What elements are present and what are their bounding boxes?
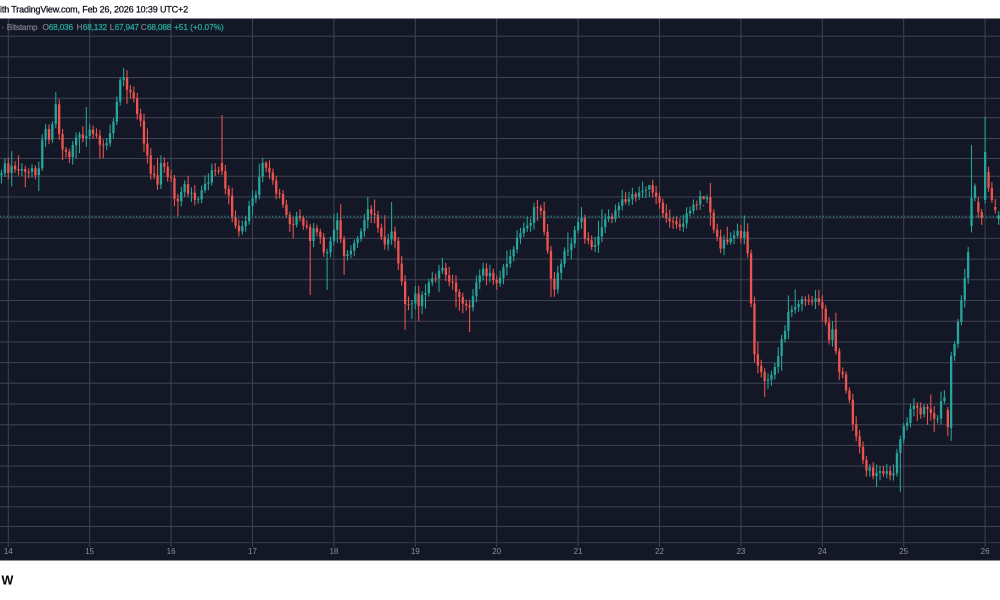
- svg-text:23: 23: [736, 547, 745, 556]
- svg-text:H: H: [77, 22, 83, 32]
- svg-text:L: L: [110, 22, 115, 32]
- svg-text:14: 14: [4, 547, 13, 556]
- svg-text:+51 (+0.07%): +51 (+0.07%): [174, 22, 224, 32]
- svg-text:16: 16: [167, 547, 176, 556]
- svg-text:15: 15: [85, 547, 94, 556]
- svg-text:25: 25: [899, 547, 908, 556]
- svg-text:18: 18: [329, 547, 338, 556]
- svg-text:·: ·: [2, 22, 5, 32]
- svg-text:Bitstamp: Bitstamp: [7, 22, 38, 32]
- svg-text:68,036: 68,036: [49, 22, 74, 32]
- svg-text:20: 20: [492, 547, 501, 556]
- svg-text:68,132: 68,132: [83, 22, 108, 32]
- svg-text:67,947: 67,947: [115, 22, 140, 32]
- svg-text:26: 26: [981, 547, 990, 556]
- svg-text:22: 22: [655, 547, 664, 556]
- svg-text:68,088: 68,088: [147, 22, 172, 32]
- svg-text:O: O: [43, 22, 50, 32]
- svg-text:19: 19: [411, 547, 420, 556]
- svg-text:24: 24: [818, 547, 827, 556]
- svg-text:W: W: [2, 574, 14, 588]
- svg-text:ith TradingView.com, Feb 26, 2: ith TradingView.com, Feb 26, 2026 10:39 …: [0, 5, 188, 15]
- svg-text:17: 17: [248, 547, 257, 556]
- svg-text:C: C: [141, 22, 147, 32]
- svg-text:21: 21: [574, 547, 583, 556]
